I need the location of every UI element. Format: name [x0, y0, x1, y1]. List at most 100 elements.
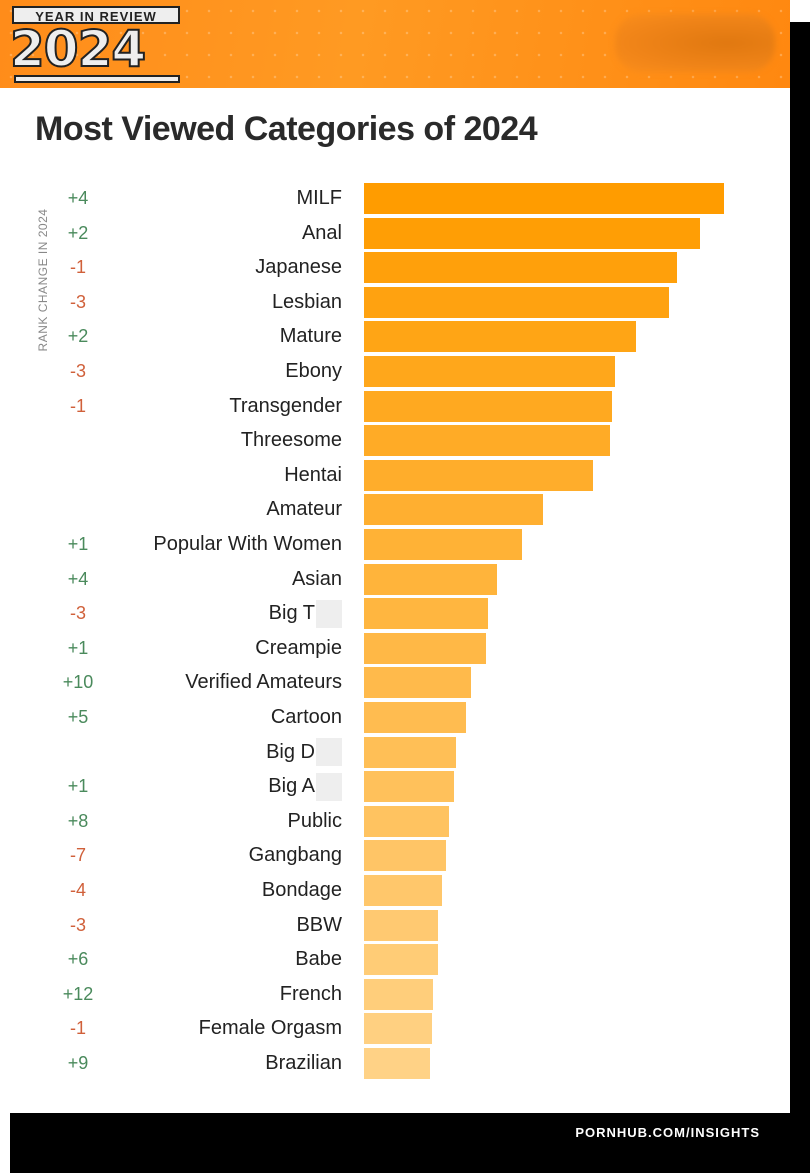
rank-change: +2 [67, 326, 89, 347]
category-label: Threesome [241, 425, 342, 456]
category-text: Babe [295, 948, 342, 971]
category-text: Amateur [266, 498, 342, 521]
bar [364, 909, 439, 941]
rank-change: +1 [67, 534, 89, 554]
bar [364, 356, 615, 387]
category-text: Asian [291, 567, 342, 590]
rank-change: +10 [62, 672, 94, 693]
category-label: French [280, 979, 342, 1010]
category-label: Cartoon [271, 702, 342, 733]
category-text: Ebony [285, 360, 342, 382]
category-text: Brazilian [265, 1052, 342, 1074]
category-label: Big T [269, 598, 342, 629]
bar [364, 529, 523, 560]
category-label: Anal [302, 218, 342, 249]
category-text: Big T [268, 602, 315, 625]
bar [364, 252, 677, 284]
bar-row: Hentai [0, 459, 790, 491]
rank-change: +4 [67, 188, 89, 208]
category-label: Verified Amateurs [185, 667, 342, 698]
bar-row: +4 Asian [0, 563, 790, 595]
bar-row: +4 MILF [0, 183, 790, 214]
rank-change: -7 [69, 845, 86, 866]
category-label: Creampie [255, 633, 342, 664]
rank-change: +4 [67, 568, 89, 589]
category-label: Hentai [284, 460, 342, 491]
bar [364, 563, 497, 595]
bar-row: -7 Gangbang [0, 840, 790, 872]
category-text: Female Orgasm [198, 1017, 342, 1040]
bar [364, 1048, 430, 1079]
category-text: Mature [279, 325, 342, 348]
bar [364, 840, 447, 872]
rank-change: +8 [67, 810, 89, 831]
bar [364, 736, 457, 768]
category-text: Lesbian [271, 290, 342, 313]
bar [364, 425, 610, 457]
bar-row: -4 Bondage [0, 875, 790, 906]
bar-row: +2 Mature [0, 321, 790, 353]
category-label: BBW [296, 910, 342, 941]
category-label: Asian [292, 564, 342, 595]
category-label: Public [288, 806, 342, 837]
bar-row: -1 Japanese [0, 252, 790, 284]
censor-block [316, 738, 342, 767]
bar-row: +10 Verified Amateurs [0, 667, 790, 699]
category-label: Brazilian [265, 1048, 342, 1079]
category-label: Big D [266, 737, 342, 768]
category-label: Ebony [285, 356, 342, 387]
logo-top-text: YEAR IN REVIEW [12, 6, 180, 24]
category-text: Cartoon [270, 706, 342, 728]
bar-row: -3 Lesbian [0, 286, 790, 318]
header-banner: YEAR IN REVIEW 2024 [0, 0, 790, 88]
rank-change: -3 [69, 361, 86, 381]
category-label: Lesbian [272, 287, 342, 318]
category-label: Female Orgasm [199, 1013, 342, 1044]
bar-row: +5 Cartoon [0, 702, 790, 733]
rank-change: +5 [67, 707, 89, 727]
category-label: Popular With Women [153, 529, 342, 560]
category-text: Threesome [240, 429, 342, 452]
rank-change: -1 [69, 257, 86, 278]
logo-underline [14, 75, 180, 83]
censor-block [316, 772, 342, 801]
bar [364, 494, 543, 526]
category-label: Big A [268, 771, 342, 802]
year-in-review-logo: YEAR IN REVIEW 2024 [9, 5, 184, 83]
bar [364, 1013, 433, 1045]
bar [364, 667, 471, 699]
infographic-card: YEAR IN REVIEW 2024 Most Viewed Categori… [0, 0, 790, 1079]
category-label: Babe [295, 944, 342, 975]
category-text: Hentai [284, 463, 342, 486]
category-text: Bondage [261, 879, 342, 901]
bar-row: +8 Public [0, 805, 790, 837]
category-text: MILF [296, 187, 342, 209]
bar-row: +12 French [0, 978, 790, 1010]
category-text: Public [287, 809, 342, 832]
bar-row: +6 Babe [0, 944, 790, 976]
bar [364, 944, 439, 976]
bar [364, 183, 724, 214]
category-label: Bondage [262, 875, 342, 906]
rank-change: -1 [69, 1018, 86, 1039]
rank-change: -1 [69, 395, 86, 416]
category-label: Transgender [229, 391, 342, 422]
category-text: Anal [301, 221, 342, 244]
bar-row: +1 Big A [0, 771, 790, 803]
blurred-logo [615, 14, 775, 72]
category-label: MILF [296, 183, 342, 214]
rank-change: +12 [62, 983, 94, 1004]
category-label: Gangbang [249, 840, 342, 871]
bar-row: +9 Brazilian [0, 1048, 790, 1079]
bar [364, 771, 454, 803]
footer-bar [10, 1113, 810, 1173]
bar [364, 978, 434, 1010]
bar-row: Big D [0, 736, 790, 768]
rank-change: +6 [67, 949, 89, 970]
category-text: Big D [266, 740, 315, 763]
bar-row: -1 Transgender [0, 390, 790, 422]
bar-row: -1 Female Orgasm [0, 1013, 790, 1045]
rank-change: -3 [69, 291, 86, 312]
card-shadow [790, 22, 810, 1173]
bar [364, 321, 637, 353]
